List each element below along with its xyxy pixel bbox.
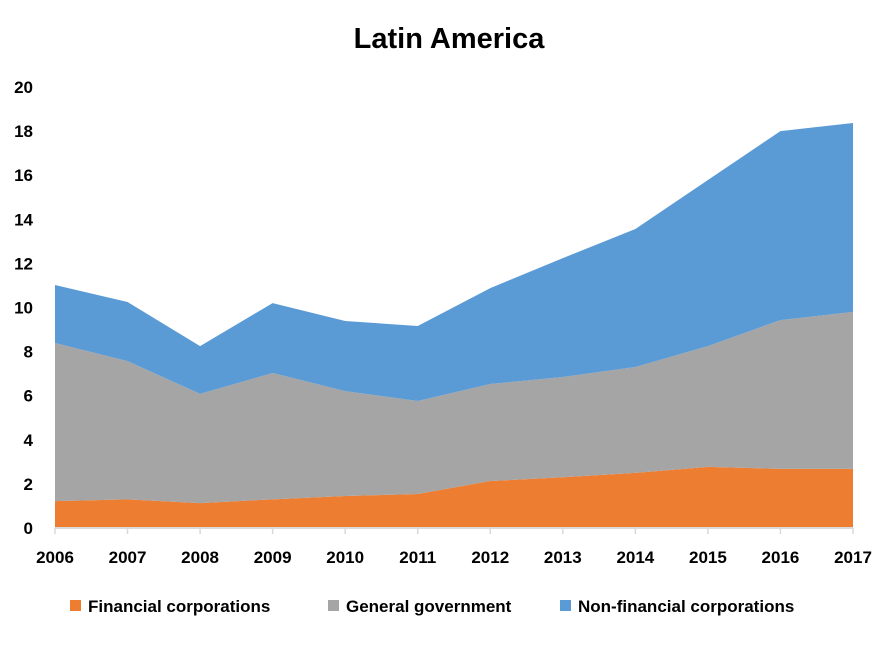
area-series-2 [55, 122, 853, 401]
x-tick-label: 2016 [762, 548, 800, 567]
y-tick-label: 0 [24, 519, 33, 538]
x-tick-label: 2007 [109, 548, 147, 567]
y-tick-label: 8 [24, 343, 33, 362]
y-tick-label: 16 [14, 166, 33, 185]
y-tick-label: 6 [24, 387, 33, 406]
y-tick-label: 14 [14, 210, 33, 229]
x-tick-label: 2009 [254, 548, 292, 567]
x-tick-label: 2013 [544, 548, 582, 567]
x-tick-label: 2015 [689, 548, 727, 567]
x-tick-label: 2006 [36, 548, 74, 567]
y-tick-label: 4 [24, 431, 34, 450]
area-series-0 [55, 466, 853, 528]
y-tick-label: 20 [14, 78, 33, 97]
legend-label: Non-financial corporations [578, 597, 794, 616]
y-tick-label: 2 [24, 475, 33, 494]
x-tick-label: 2010 [326, 548, 364, 567]
legend-label: General government [346, 597, 512, 616]
legend-swatch [70, 600, 81, 611]
y-tick-label: 10 [14, 299, 33, 318]
x-tick-label: 2011 [399, 548, 436, 567]
y-tick-label: 12 [14, 254, 33, 273]
legend-label: Financial corporations [88, 597, 270, 616]
x-tick-label: 2014 [616, 548, 654, 567]
legend-swatch [328, 600, 339, 611]
legend-swatch [560, 600, 571, 611]
x-tick-label: 2017 [834, 548, 872, 567]
area-series-1 [55, 311, 853, 504]
y-tick-label: 18 [14, 122, 33, 141]
x-tick-label: 2008 [181, 548, 219, 567]
x-tick-label: 2012 [471, 548, 509, 567]
chart-title: Latin America [354, 23, 546, 55]
